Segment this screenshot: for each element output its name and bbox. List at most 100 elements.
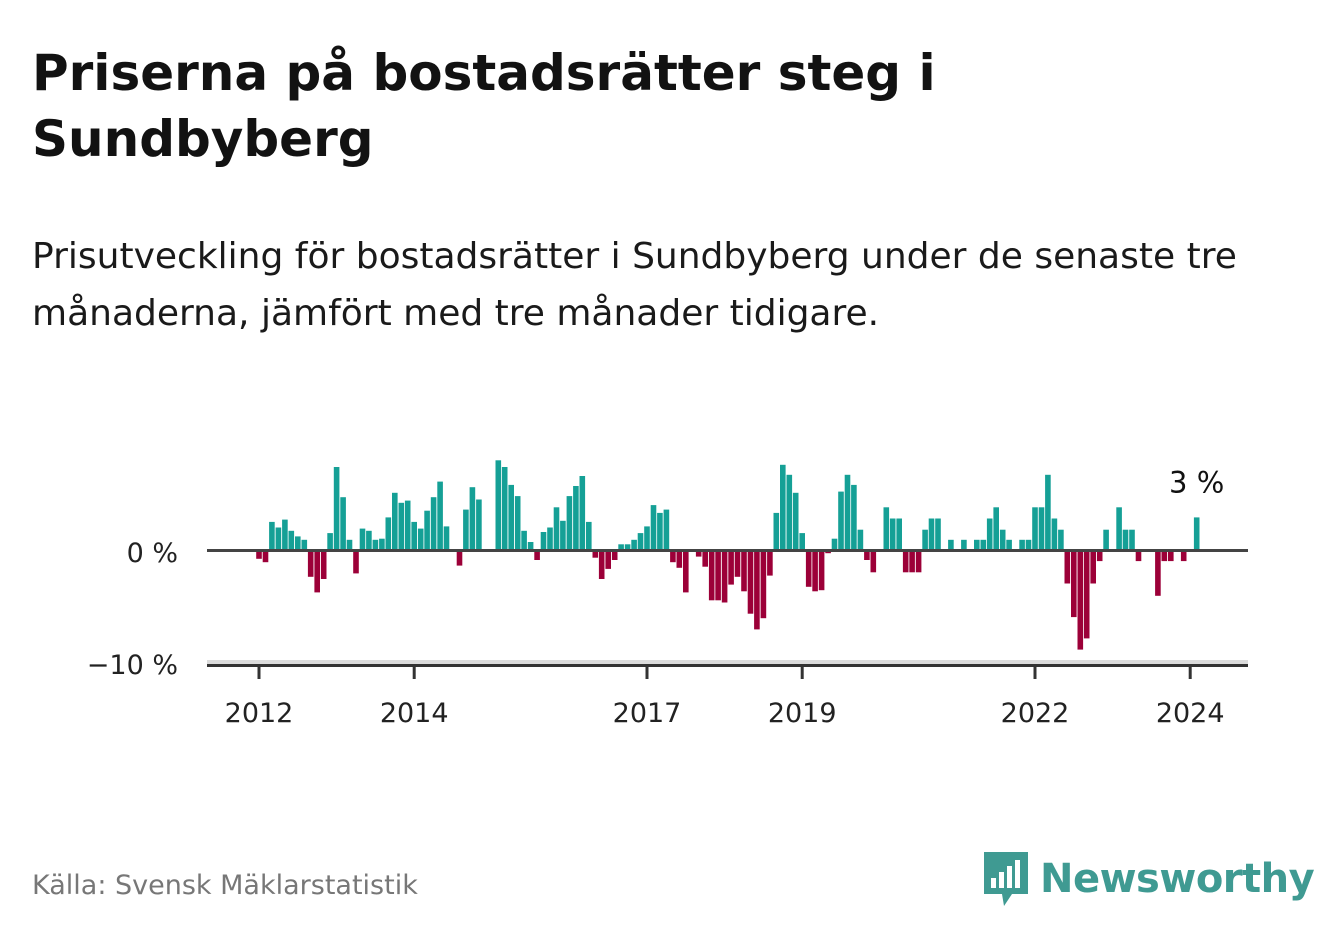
- bar: [637, 533, 644, 551]
- bar: [663, 509, 670, 551]
- bar: [760, 551, 767, 619]
- bar: [430, 497, 437, 551]
- bar: [986, 518, 993, 551]
- gridline-minus10: [207, 660, 1248, 664]
- bar: [851, 484, 857, 551]
- bar: [404, 500, 411, 551]
- x-tick: [1033, 666, 1037, 679]
- bar: [598, 551, 605, 579]
- bar: [469, 487, 476, 551]
- bar: [1064, 551, 1071, 584]
- bar: [592, 551, 599, 558]
- x-tick: [412, 666, 416, 679]
- bar: [896, 518, 902, 551]
- bar: [993, 507, 999, 551]
- bar: [657, 512, 663, 551]
- bar: [359, 528, 366, 551]
- bar: [1077, 551, 1084, 650]
- bar: [702, 551, 708, 567]
- bar: [715, 551, 721, 601]
- bar: [307, 551, 314, 577]
- bar: [922, 529, 928, 551]
- bar: [275, 527, 282, 551]
- bar: [501, 467, 508, 551]
- x-tick: [1188, 666, 1192, 679]
- x-tick: [257, 666, 261, 679]
- bar: [566, 496, 573, 551]
- bar: [560, 520, 566, 551]
- x-tick: [645, 666, 649, 679]
- bar: [372, 539, 379, 551]
- bar: [262, 551, 269, 563]
- bars-group: [256, 460, 1200, 650]
- x-tick: [800, 666, 804, 679]
- bar: [314, 551, 320, 593]
- bar: [1096, 551, 1103, 562]
- bar: [1122, 529, 1129, 551]
- bar: [295, 536, 301, 551]
- bar: [792, 492, 799, 551]
- bar: [708, 551, 715, 601]
- bar: [624, 544, 631, 551]
- newsworthy-logo: Newsworthy: [982, 850, 1315, 908]
- bar: [721, 551, 728, 603]
- bar: [366, 530, 372, 551]
- bar: [883, 507, 890, 551]
- bar: [586, 521, 592, 551]
- bar: [1090, 551, 1096, 584]
- bar: [741, 551, 747, 592]
- source-note: Källa: Svensk Mäklarstatistik: [32, 870, 418, 901]
- bar: [476, 499, 482, 551]
- bar: [353, 551, 359, 574]
- x-tick-label: 2019: [768, 698, 837, 729]
- bar: [424, 510, 430, 551]
- bar: [670, 551, 676, 563]
- bar: [456, 551, 463, 566]
- bar: [1103, 529, 1109, 551]
- bar: [889, 518, 896, 551]
- bar: [534, 551, 540, 560]
- bar: [1116, 507, 1122, 551]
- bar: [676, 551, 683, 568]
- bar: [838, 491, 844, 551]
- bar: [618, 544, 624, 551]
- newsworthy-logo-icon: [984, 852, 1028, 906]
- bar: [573, 486, 579, 551]
- bar: [1045, 474, 1051, 551]
- bar: [935, 518, 941, 551]
- bar: [1038, 507, 1045, 551]
- bar: [799, 533, 805, 551]
- bar: [786, 474, 793, 551]
- bar: [928, 518, 935, 551]
- x-tick-label: 2024: [1156, 698, 1225, 729]
- bar: [695, 551, 702, 557]
- bar: [579, 476, 586, 551]
- bar: [683, 551, 689, 593]
- bar: [818, 551, 825, 591]
- bar: [1135, 551, 1142, 562]
- bar: [650, 505, 657, 551]
- bar: [495, 460, 502, 551]
- bar: [385, 517, 392, 551]
- x-tick-label: 2012: [225, 698, 294, 729]
- bar: [870, 551, 877, 573]
- bar: [1025, 539, 1032, 551]
- x-tick-label: 2014: [380, 698, 449, 729]
- bar: [514, 496, 521, 551]
- bar: [333, 467, 340, 551]
- bar: [999, 529, 1006, 551]
- bar: [327, 533, 333, 551]
- bar: [644, 526, 650, 551]
- bar: [1180, 551, 1187, 562]
- bar: [773, 512, 780, 551]
- bar-chart: 0 % −10 % 2012 2014 2017 2019 2022 2024 3 %: [87, 460, 1248, 729]
- bar: [1083, 551, 1090, 639]
- bar: [288, 530, 295, 551]
- y-tick-label-minus10: −10 %: [87, 650, 178, 681]
- x-ticks-group: 2012 2014 2017 2019 2022 2024: [225, 666, 1225, 729]
- bar: [812, 551, 818, 592]
- x-tick-label: 2017: [613, 698, 682, 729]
- bar: [1168, 551, 1174, 562]
- bar: [728, 551, 734, 585]
- bar: [417, 528, 424, 551]
